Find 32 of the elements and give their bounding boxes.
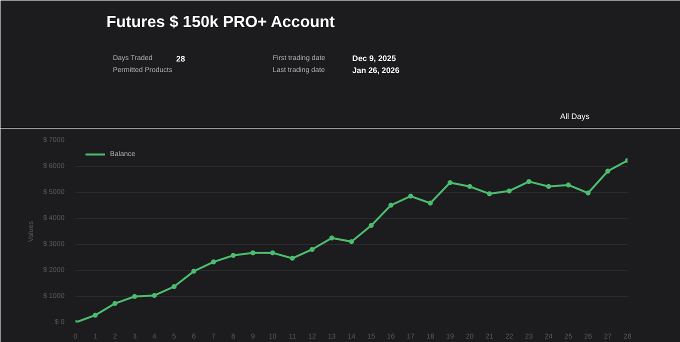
- chart-title: Futures $ 150k PRO+ Account: [106, 14, 336, 31]
- point: [290, 256, 295, 261]
- point: [329, 236, 334, 240]
- text: Jan 26, 2026: [352, 66, 400, 75]
- point: [92, 312, 98, 318]
- text: Dec 9, 2025: [352, 54, 396, 63]
- point: [408, 194, 414, 199]
- point: [349, 239, 354, 244]
- point: [526, 179, 532, 184]
- text: All Days: [560, 112, 590, 121]
- point: [448, 180, 453, 186]
- point: [428, 200, 433, 206]
- point: [388, 202, 394, 208]
- point: [230, 252, 236, 258]
- point: [152, 292, 157, 298]
- text: 28: [176, 54, 186, 64]
- point: [112, 301, 118, 306]
- point: [211, 259, 216, 264]
- point: [506, 188, 512, 194]
- point: [270, 250, 276, 256]
- point: [368, 223, 374, 228]
- point: [566, 182, 571, 188]
- point: [487, 191, 492, 196]
- point: [467, 184, 472, 190]
- point: [586, 190, 591, 196]
- point: [605, 168, 610, 174]
- point: [250, 250, 256, 256]
- point: [172, 284, 177, 290]
- point: [132, 294, 138, 299]
- point: [310, 246, 315, 252]
- point: [546, 184, 552, 190]
- point: [191, 268, 196, 274]
